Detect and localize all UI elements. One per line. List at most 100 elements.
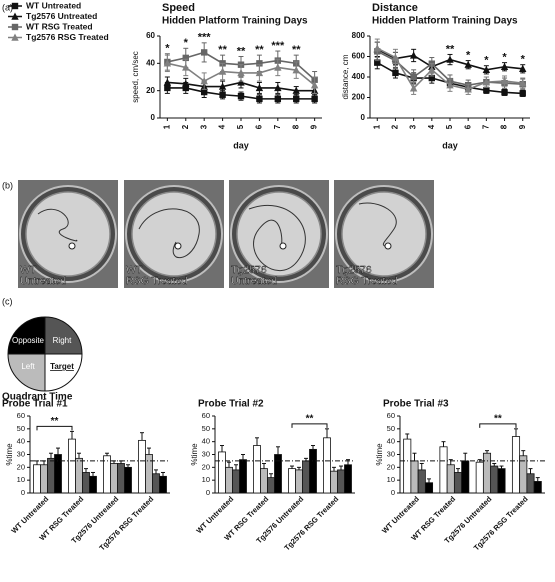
- marker: [182, 54, 189, 62]
- bar: [288, 468, 296, 494]
- y-tick-label: 50: [202, 424, 210, 433]
- marker: [274, 83, 282, 92]
- bar: [475, 461, 484, 494]
- bar: [344, 464, 352, 494]
- chart-subtitle: Hidden Platform Training Days: [162, 16, 308, 27]
- y-tick-label: 0: [391, 488, 395, 497]
- marker: [391, 53, 400, 61]
- bar: [89, 475, 97, 494]
- y-tick-label: 40: [202, 437, 210, 446]
- significance: *: [484, 55, 489, 67]
- x-tick-label: 9: [518, 124, 527, 129]
- y-axis-label: distance, cm: [341, 54, 350, 99]
- significance-bracket: [291, 423, 328, 428]
- panel-label: (b): [2, 180, 13, 190]
- platform: [279, 242, 287, 250]
- significance: **: [446, 43, 455, 55]
- marker: [237, 92, 245, 100]
- y-tick-label: 60: [202, 411, 210, 420]
- significance: **: [306, 413, 314, 424]
- panel-label: (c): [2, 296, 13, 306]
- marker: [519, 90, 526, 97]
- bar: [159, 475, 167, 494]
- section-title: Quadrant Time: [2, 392, 73, 403]
- marker: [11, 23, 19, 31]
- bar: [54, 454, 62, 494]
- maze-label: WT: [20, 264, 37, 276]
- significance: **: [218, 44, 227, 56]
- marker: [482, 78, 491, 86]
- x-tick-label: 1: [162, 124, 171, 129]
- chart-title: Probe Trial #2: [198, 399, 264, 410]
- maze-label: Untreated: [20, 275, 66, 287]
- maze-label: Tg2576: [336, 264, 372, 276]
- bar: [253, 445, 261, 494]
- maze-pool: [236, 191, 322, 277]
- platform: [68, 242, 76, 250]
- quadrant-label: Left: [21, 362, 35, 371]
- marker: [409, 84, 418, 92]
- swim-path: [37, 208, 78, 242]
- y-axis-label: %time: [190, 443, 199, 466]
- bar: [461, 460, 470, 494]
- marker: [519, 64, 527, 72]
- marker: [274, 63, 282, 71]
- marker: [237, 68, 245, 77]
- marker: [200, 49, 208, 56]
- bar: [117, 463, 125, 494]
- y-tick-label: 40: [387, 437, 395, 446]
- y-tick-label: 50: [17, 424, 25, 433]
- marker: [501, 89, 508, 96]
- marker: [428, 65, 436, 74]
- y-tick-label: 0: [21, 488, 25, 497]
- marker: [374, 59, 381, 66]
- bar: [82, 472, 90, 494]
- x-tick-label: 4: [427, 124, 436, 129]
- significance: ***: [198, 32, 212, 44]
- marker: [500, 62, 509, 70]
- bar: [410, 460, 419, 494]
- bar: [424, 482, 434, 494]
- bar: [267, 477, 275, 494]
- maze-pool: [131, 191, 217, 277]
- y-tick-label: 600: [352, 52, 366, 61]
- x-tick-label: 7: [481, 124, 490, 129]
- marker: [373, 44, 381, 52]
- marker: [256, 60, 263, 67]
- x-tick-label: 6: [463, 124, 472, 129]
- x-tick-label: 5: [445, 124, 454, 129]
- y-tick-label: 30: [202, 449, 210, 458]
- bar: [309, 448, 317, 494]
- bar: [526, 473, 535, 494]
- y-tick-label: 10: [387, 475, 395, 484]
- significance-bracket: [36, 425, 73, 431]
- significance: *: [184, 37, 189, 49]
- maze-label: RSG Treated: [126, 275, 187, 287]
- y-tick-label: 10: [202, 475, 210, 484]
- marker: [464, 60, 472, 68]
- y-axis-label: %time: [5, 443, 14, 466]
- y-tick-label: 10: [17, 475, 25, 484]
- y-tick-label: 0: [361, 113, 366, 122]
- significance: **: [237, 45, 246, 57]
- bar: [152, 473, 160, 494]
- panel-label: (a): [2, 2, 13, 12]
- y-tick-label: 0: [206, 488, 210, 497]
- maze-label: RSG Treated: [336, 275, 397, 287]
- x-axis-label: day: [442, 140, 458, 150]
- bar: [110, 463, 118, 494]
- y-tick-label: 60: [146, 31, 155, 40]
- legend-label: WT RSG Treated: [26, 21, 93, 31]
- quadrant: [44, 316, 83, 355]
- marker: [409, 51, 418, 59]
- bar: [446, 464, 455, 494]
- y-tick-label: 20: [202, 462, 210, 471]
- y-tick-label: 20: [17, 462, 25, 471]
- bar: [47, 457, 55, 494]
- significance-bracket: [479, 423, 517, 428]
- platform: [384, 242, 392, 250]
- quadrant-label: Right: [53, 336, 72, 345]
- marker: [11, 12, 19, 20]
- significance: **: [51, 416, 59, 427]
- quadrant: [44, 353, 83, 392]
